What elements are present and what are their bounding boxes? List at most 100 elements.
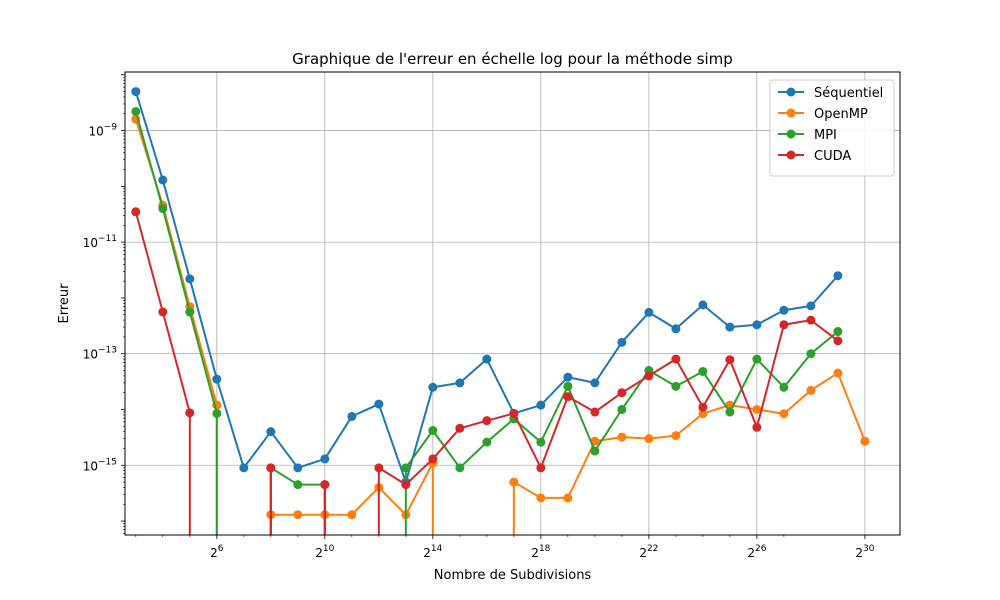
data-point bbox=[455, 463, 465, 473]
series-segment bbox=[539, 396, 569, 469]
data-point bbox=[158, 204, 168, 214]
data-point bbox=[833, 327, 843, 337]
legend-label: MPI bbox=[814, 128, 837, 143]
series-mpi bbox=[131, 106, 843, 535]
series-segment bbox=[783, 353, 812, 388]
series-segment bbox=[377, 403, 407, 483]
data-point bbox=[590, 446, 600, 456]
data-point bbox=[131, 106, 141, 116]
series-s-quentiel bbox=[131, 87, 843, 487]
series-segment bbox=[270, 466, 299, 486]
data-point bbox=[779, 305, 789, 315]
series-segment bbox=[675, 370, 704, 388]
series-segment bbox=[594, 408, 623, 452]
series-segment bbox=[270, 431, 299, 469]
data-point bbox=[698, 300, 708, 310]
data-point bbox=[374, 399, 384, 409]
series-segment bbox=[134, 91, 164, 181]
series-segment bbox=[567, 376, 596, 384]
data-point bbox=[644, 307, 654, 317]
data-point bbox=[590, 378, 600, 388]
series-segment bbox=[783, 319, 812, 326]
data-point bbox=[428, 382, 438, 392]
data-point bbox=[779, 320, 789, 330]
data-point bbox=[752, 422, 762, 432]
series-segment bbox=[405, 429, 434, 469]
series-segment bbox=[485, 358, 515, 414]
data-point bbox=[401, 480, 411, 490]
series-segment bbox=[702, 304, 731, 328]
data-point bbox=[698, 402, 708, 412]
data-point bbox=[698, 409, 708, 419]
data-point bbox=[482, 416, 492, 426]
series-segment bbox=[621, 369, 650, 411]
data-point bbox=[644, 371, 654, 381]
data-point bbox=[482, 437, 492, 447]
series-segment bbox=[728, 359, 758, 428]
series-segment bbox=[756, 309, 785, 326]
x-tick-label: 26 bbox=[210, 544, 224, 560]
series-openmp bbox=[131, 114, 870, 535]
data-point bbox=[158, 307, 168, 317]
x-axis-title: Nombre de Subdivisions bbox=[434, 568, 592, 583]
legend-label: CUDA bbox=[814, 149, 851, 164]
series-segment bbox=[566, 385, 596, 452]
data-point bbox=[212, 374, 222, 384]
series-segment bbox=[134, 211, 164, 313]
y-tick-label: 10−13 bbox=[83, 346, 117, 362]
series-segment bbox=[161, 208, 191, 313]
data-point bbox=[266, 427, 276, 437]
x-tick-label: 230 bbox=[855, 544, 874, 560]
series-segment bbox=[566, 440, 596, 499]
series-segment bbox=[810, 319, 839, 342]
series-segment bbox=[486, 412, 515, 422]
axis-ticks: 26 210 214 218 222 226 230 10−15 10−13 10−11 10−9 bbox=[83, 74, 875, 560]
data-point bbox=[482, 354, 492, 364]
series-segment bbox=[459, 358, 488, 384]
series-segment bbox=[729, 323, 757, 329]
series-segment bbox=[404, 462, 434, 516]
data-point bbox=[455, 378, 465, 388]
y-tick-label: 10−15 bbox=[83, 457, 117, 473]
series-segment bbox=[621, 375, 650, 394]
data-point bbox=[293, 480, 303, 490]
series-segment bbox=[513, 404, 542, 415]
series-cuda bbox=[131, 207, 843, 535]
data-point bbox=[536, 493, 546, 503]
series-segment bbox=[702, 359, 731, 408]
series-segment bbox=[810, 372, 839, 392]
series-segment bbox=[836, 372, 866, 442]
series-segment bbox=[512, 412, 542, 469]
data-point bbox=[158, 175, 168, 185]
series-segment bbox=[405, 458, 434, 486]
series-segment bbox=[648, 434, 676, 440]
data-point bbox=[239, 463, 249, 473]
series-segment bbox=[729, 404, 758, 411]
data-point bbox=[806, 315, 816, 325]
series-segment bbox=[486, 418, 515, 443]
series-segment bbox=[188, 311, 218, 414]
data-point bbox=[563, 392, 573, 402]
data-point bbox=[374, 463, 384, 473]
data-point bbox=[752, 320, 762, 330]
y-axis-title: Erreur bbox=[57, 283, 72, 324]
data-point bbox=[185, 408, 195, 418]
data-point bbox=[671, 381, 681, 391]
chart-title: Graphique de l'erreur en échelle log pou… bbox=[292, 50, 733, 68]
series-segment bbox=[810, 275, 839, 307]
data-point bbox=[212, 408, 222, 418]
data-point bbox=[536, 463, 546, 473]
data-point bbox=[590, 407, 600, 417]
series-segment bbox=[432, 429, 461, 469]
legend-marker bbox=[786, 129, 796, 139]
data-point bbox=[347, 510, 357, 520]
series-segment bbox=[323, 415, 353, 460]
data-point bbox=[779, 409, 789, 419]
series-segment bbox=[728, 358, 758, 413]
data-point bbox=[617, 404, 627, 414]
data-point bbox=[806, 349, 816, 359]
data-point bbox=[347, 411, 357, 421]
data-point bbox=[833, 271, 843, 281]
series-segment bbox=[540, 376, 569, 406]
series-segment bbox=[134, 111, 164, 209]
